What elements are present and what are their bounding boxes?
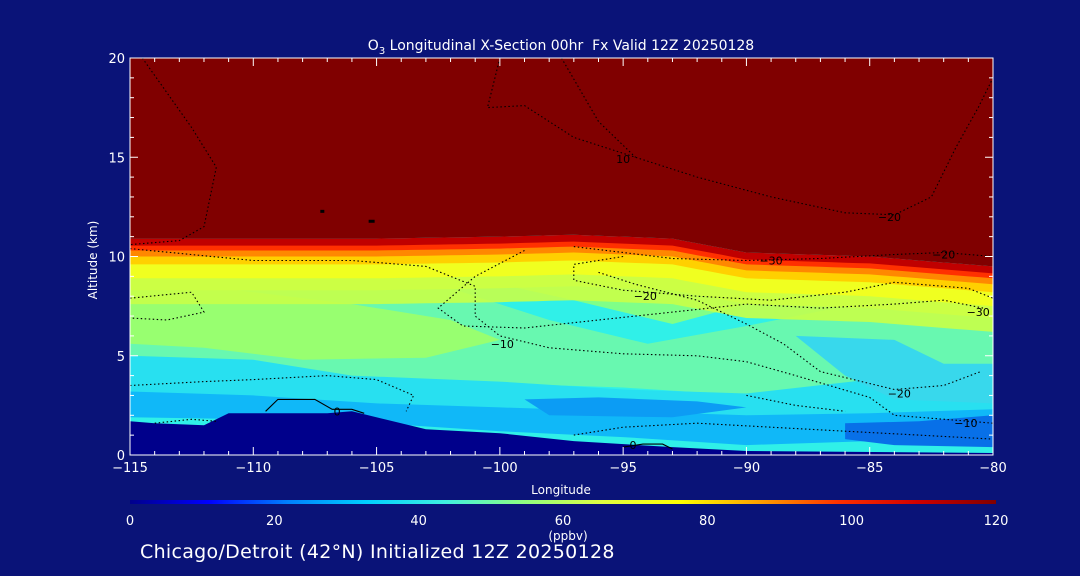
x-tick-label: −95 xyxy=(609,461,636,476)
colorbar-tick-label: 120 xyxy=(984,514,1009,529)
colorbar-tick-label: 0 xyxy=(126,514,134,529)
contour-labels: 10 −20 −30 −20 −20 −30 −10 0 −20 −10 0 xyxy=(334,153,990,452)
ozone-band-38 xyxy=(130,391,993,446)
contour-lines xyxy=(130,58,993,450)
y-tick-label: 10 xyxy=(108,251,125,266)
ozone-band-35 xyxy=(524,397,747,418)
contour-label: −30 xyxy=(759,254,782,267)
colorbar-tick-labels: 0 20 40 60 80 100 120 xyxy=(126,514,1009,529)
contour-line-strat-mid xyxy=(561,58,636,158)
x-tick-label: −90 xyxy=(733,461,760,476)
ozone-band-30 xyxy=(845,415,993,448)
colorbar xyxy=(130,500,996,504)
contour-label: −10 xyxy=(954,417,977,430)
contour-label: −20 xyxy=(888,387,911,400)
colorbar-tick-label: 60 xyxy=(555,514,572,529)
y-tick-label: 15 xyxy=(108,151,125,166)
colorbar-tick-label: 20 xyxy=(266,514,283,529)
colorbar-tick-label: 40 xyxy=(410,514,427,529)
x-tick-label: −110 xyxy=(235,461,271,476)
contour-line-20-lower xyxy=(598,271,981,391)
contour-line-0-solid xyxy=(265,398,365,414)
contour-line-0-surface-solid xyxy=(623,443,673,450)
x-tick-label: −80 xyxy=(979,461,1006,476)
contour-line-30 xyxy=(437,250,984,329)
contour-line-west-loop xyxy=(130,291,205,321)
ozone-band-66 xyxy=(130,274,993,332)
contour-label: 0 xyxy=(630,439,637,452)
x-tick-label: −115 xyxy=(112,461,148,476)
x-tick-label: −85 xyxy=(856,461,883,476)
contour-line-surface-west xyxy=(154,418,217,424)
contour-label: −20 xyxy=(634,290,657,303)
contour-line-strat-east xyxy=(486,58,993,216)
contour-line-strat-west xyxy=(130,58,217,246)
y-tick-label: 5 xyxy=(117,350,125,365)
x-axis-label: Longitude xyxy=(531,483,591,497)
contour-label: 0 xyxy=(334,405,341,418)
ozone-band-48 xyxy=(795,335,993,404)
chart-title: O3 Longitudinal X-Section 00hr Fx Valid … xyxy=(368,38,754,57)
contour-label: 10 xyxy=(616,153,630,166)
contour-label: −20 xyxy=(932,249,955,262)
x-tick-label: −100 xyxy=(482,461,518,476)
ozone-field-layers xyxy=(130,58,993,455)
colorbar-tick-label: 100 xyxy=(839,514,864,529)
x-tick-label: −105 xyxy=(359,461,395,476)
contour-label: −30 xyxy=(967,306,990,319)
contour-speck xyxy=(320,209,325,213)
contour-label: −20 xyxy=(878,211,901,224)
stratosphere-region xyxy=(130,58,993,267)
contour-label: −10 xyxy=(491,338,514,351)
footer-caption: Chicago/Detroit (42°N) Initialized 12Z 2… xyxy=(140,541,615,563)
y-axis-label: Altitude (km) xyxy=(86,221,100,300)
colorbar-tick-label: 80 xyxy=(699,514,716,529)
colorbar-label: (ppbv) xyxy=(548,529,587,543)
y-axis-ticks: 0 5 10 15 20 xyxy=(108,52,993,464)
y-tick-label: 20 xyxy=(108,52,125,67)
y-tick-label: 0 xyxy=(117,449,125,464)
plot-area: 10 −20 −30 −20 −20 −30 −10 0 −20 −10 0 xyxy=(130,58,993,455)
x-axis-ticks: −115 −110 −105 −100 −95 −90 −85 −80 xyxy=(112,58,1007,476)
terrain-mask xyxy=(130,411,993,455)
contour-line-surface-east xyxy=(746,394,846,412)
contour-speck xyxy=(368,219,375,223)
